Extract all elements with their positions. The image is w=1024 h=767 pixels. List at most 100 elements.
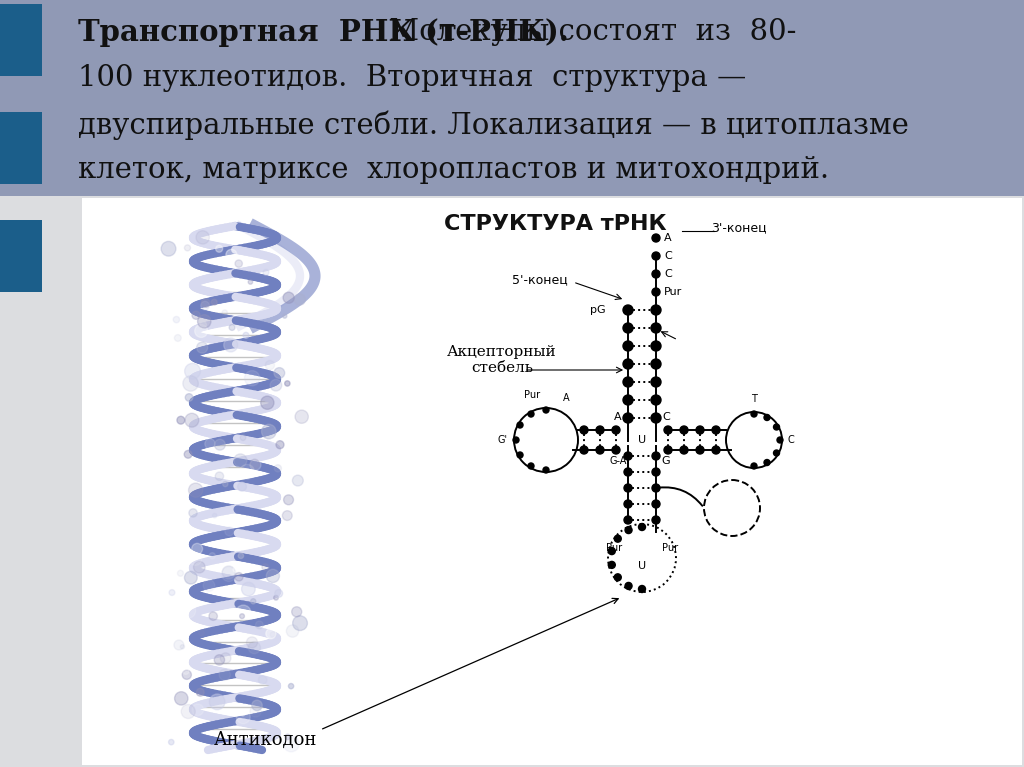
Text: C: C: [664, 251, 672, 261]
Circle shape: [283, 292, 294, 303]
Circle shape: [234, 573, 243, 581]
Circle shape: [173, 317, 179, 323]
Circle shape: [528, 463, 534, 469]
Circle shape: [273, 595, 279, 600]
Circle shape: [543, 407, 549, 413]
Circle shape: [262, 564, 269, 571]
Text: Pur: Pur: [606, 543, 622, 553]
Circle shape: [625, 582, 632, 589]
Circle shape: [169, 739, 174, 745]
Circle shape: [528, 411, 534, 417]
Circle shape: [251, 599, 256, 604]
Circle shape: [240, 614, 245, 618]
Circle shape: [184, 245, 190, 251]
Circle shape: [161, 242, 176, 256]
Circle shape: [623, 377, 633, 387]
Circle shape: [241, 711, 246, 716]
Circle shape: [214, 439, 225, 450]
Circle shape: [203, 580, 215, 591]
Circle shape: [236, 260, 243, 268]
Circle shape: [185, 413, 199, 427]
Text: G-A: G-A: [609, 456, 627, 466]
Circle shape: [282, 545, 286, 551]
Circle shape: [773, 450, 779, 456]
Circle shape: [250, 459, 259, 469]
Circle shape: [287, 625, 299, 637]
Circle shape: [764, 414, 770, 420]
Circle shape: [284, 736, 299, 752]
Circle shape: [261, 396, 274, 410]
Circle shape: [180, 349, 186, 355]
Circle shape: [639, 524, 645, 531]
Circle shape: [243, 332, 249, 338]
Circle shape: [624, 484, 632, 492]
Circle shape: [614, 574, 622, 581]
Circle shape: [184, 571, 198, 584]
Circle shape: [283, 511, 292, 521]
Circle shape: [258, 676, 267, 684]
Text: A: A: [664, 233, 672, 243]
Text: Pur: Pur: [662, 543, 678, 553]
Text: клеток, матриксе  хлоропластов и митохондрий.: клеток, матриксе хлоропластов и митохонд…: [78, 156, 829, 184]
Circle shape: [664, 446, 672, 454]
Circle shape: [513, 437, 519, 443]
Circle shape: [240, 464, 255, 479]
Circle shape: [239, 553, 244, 558]
Circle shape: [652, 500, 660, 508]
Text: СТРУКТУРА тРНК: СТРУКТУРА тРНК: [443, 214, 667, 234]
Circle shape: [289, 683, 294, 689]
Text: T: T: [751, 394, 757, 404]
Circle shape: [174, 334, 181, 341]
Circle shape: [624, 516, 632, 524]
Circle shape: [250, 459, 261, 470]
Text: U: U: [638, 561, 646, 571]
Circle shape: [236, 605, 251, 621]
Circle shape: [652, 468, 660, 476]
Circle shape: [191, 543, 203, 555]
Circle shape: [200, 321, 207, 328]
Circle shape: [221, 567, 237, 581]
Circle shape: [295, 410, 308, 423]
Text: C: C: [664, 269, 672, 279]
Circle shape: [285, 734, 291, 739]
Text: двуспиральные стебли. Локализация — в цитоплазме: двуспиральные стебли. Локализация — в ци…: [78, 110, 909, 140]
Circle shape: [680, 426, 688, 434]
Circle shape: [764, 459, 770, 466]
Circle shape: [219, 669, 230, 680]
Circle shape: [612, 426, 620, 434]
Circle shape: [293, 616, 307, 630]
Circle shape: [181, 604, 196, 618]
Circle shape: [197, 342, 208, 353]
Text: Акцепторный
стебель: Акцепторный стебель: [447, 345, 557, 375]
Circle shape: [226, 249, 237, 261]
Circle shape: [191, 311, 200, 319]
Circle shape: [623, 305, 633, 315]
Circle shape: [623, 413, 633, 423]
Circle shape: [712, 426, 720, 434]
Circle shape: [233, 568, 238, 572]
Circle shape: [196, 231, 209, 244]
Circle shape: [174, 692, 188, 705]
Circle shape: [639, 585, 645, 592]
Circle shape: [651, 359, 662, 369]
Text: 5'-конец: 5'-конец: [512, 274, 568, 287]
Circle shape: [651, 341, 662, 351]
Circle shape: [177, 416, 184, 424]
Circle shape: [245, 370, 260, 386]
Circle shape: [177, 571, 183, 576]
Circle shape: [265, 360, 274, 370]
Circle shape: [209, 553, 215, 559]
Circle shape: [209, 694, 225, 709]
Circle shape: [198, 314, 211, 328]
Circle shape: [250, 706, 261, 717]
Circle shape: [222, 482, 228, 487]
Text: C: C: [663, 412, 670, 422]
Text: A: A: [614, 412, 622, 422]
Circle shape: [664, 426, 672, 434]
Circle shape: [248, 641, 260, 653]
Circle shape: [270, 380, 282, 391]
Bar: [0, 112, 42, 184]
Text: G: G: [662, 456, 671, 466]
Circle shape: [624, 452, 632, 460]
Bar: [0, 4, 42, 76]
